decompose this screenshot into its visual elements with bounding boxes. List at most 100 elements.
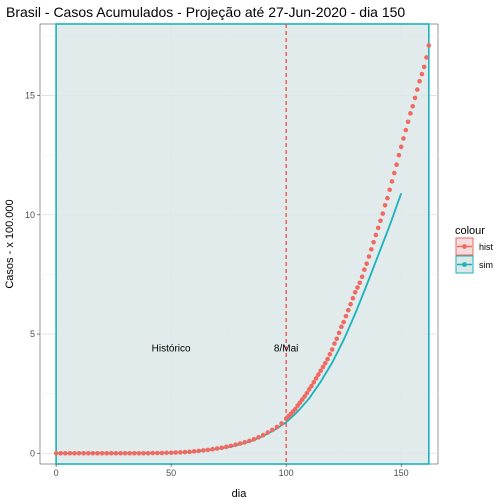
hist-point <box>187 449 192 455</box>
y-tick-label: 5 <box>30 329 35 339</box>
hist-point <box>247 438 252 444</box>
hist-point <box>387 187 392 193</box>
hist-point <box>145 450 151 456</box>
hist-point <box>95 450 100 456</box>
hist-point <box>394 162 399 168</box>
hist-point <box>343 313 349 319</box>
chart-title: Brasil - Casos Acumulados - Projeção até… <box>6 4 405 20</box>
hist-point <box>401 136 406 141</box>
hist-point <box>316 372 321 377</box>
hist-point <box>359 274 365 280</box>
hist-point <box>136 450 142 456</box>
hist-point <box>320 364 326 370</box>
hist-point <box>86 450 91 456</box>
legend-key-sim-dot <box>462 262 467 267</box>
x-tick-label: 0 <box>54 468 59 478</box>
hist-point <box>332 341 337 346</box>
hist-point <box>196 448 202 454</box>
hist-point <box>63 450 68 456</box>
hist-point <box>373 232 379 238</box>
hist-point <box>122 450 128 456</box>
hist-point <box>424 55 429 60</box>
hist-point <box>382 202 388 208</box>
hist-point <box>375 225 381 231</box>
y-axis-title: Casos - x 100.000 <box>4 199 16 288</box>
hist-point <box>385 195 390 201</box>
hist-point <box>228 443 234 449</box>
hist-point <box>293 406 298 412</box>
hist-point <box>325 356 330 362</box>
hist-point <box>210 446 215 452</box>
hist-point <box>224 444 229 450</box>
hist-point <box>378 218 383 224</box>
hist-point <box>104 450 110 456</box>
hist-point <box>279 421 284 426</box>
hist-point <box>417 78 422 84</box>
hist-point <box>410 103 415 109</box>
hist-point <box>419 71 425 77</box>
hist-point <box>371 239 376 245</box>
hist-point <box>405 119 411 125</box>
y-tick-label: 0 <box>30 448 35 458</box>
hist-point <box>311 379 317 385</box>
hist-point <box>132 450 137 456</box>
hist-point <box>302 394 307 399</box>
hist-point <box>219 445 225 451</box>
hist-point <box>414 87 420 92</box>
hist-point <box>191 449 197 454</box>
hist-point <box>81 450 87 456</box>
hist-point <box>304 390 310 396</box>
hist-point <box>178 450 183 455</box>
hist-point <box>256 434 261 440</box>
hist-point <box>345 307 351 313</box>
hist-point <box>270 427 275 433</box>
hist-point <box>159 450 165 456</box>
hist-point <box>237 441 243 446</box>
hist-point <box>322 360 328 366</box>
hist-point <box>339 324 344 330</box>
hist-point <box>391 170 397 176</box>
hist-point <box>150 450 156 456</box>
hist-point <box>173 450 179 455</box>
hist-point <box>214 446 220 451</box>
hist-point <box>350 295 356 301</box>
hist-point <box>201 448 206 453</box>
hist-point <box>334 336 340 342</box>
hist-point <box>118 450 123 456</box>
x-tick-label: 150 <box>394 468 409 478</box>
hist-point <box>155 450 160 456</box>
legend-key-hist-dot <box>462 244 467 249</box>
hist-point <box>421 64 427 70</box>
hist-point <box>242 439 248 445</box>
hist-point <box>426 43 432 48</box>
shaded-region <box>55 23 430 465</box>
hist-point <box>205 447 211 453</box>
hist-point <box>309 383 314 389</box>
hist-point <box>336 330 342 336</box>
hist-point <box>355 285 360 290</box>
hist-point <box>260 432 266 438</box>
hist-point <box>313 376 319 381</box>
hist-point <box>306 387 312 392</box>
hist-point <box>53 450 59 456</box>
x-tick-label: 100 <box>279 468 294 478</box>
hist-point <box>398 144 404 150</box>
y-tick-label: 10 <box>25 210 35 220</box>
hist-point <box>72 450 77 456</box>
hist-point <box>412 95 418 101</box>
legend-item-sim: sim <box>455 255 493 274</box>
hist-point <box>168 450 174 456</box>
series-hist-points <box>53 43 432 456</box>
hist-point <box>348 301 353 307</box>
hist-point <box>352 289 358 295</box>
hist-point <box>265 430 271 435</box>
hist-point <box>364 261 369 266</box>
hist-point <box>341 319 346 325</box>
legend: colour hist sim <box>455 225 494 274</box>
hist-point <box>251 436 257 442</box>
hist-point <box>366 254 372 259</box>
hist-point <box>357 280 363 286</box>
hist-point <box>408 111 413 116</box>
hist-point <box>233 442 238 447</box>
hist-point <box>67 450 73 456</box>
